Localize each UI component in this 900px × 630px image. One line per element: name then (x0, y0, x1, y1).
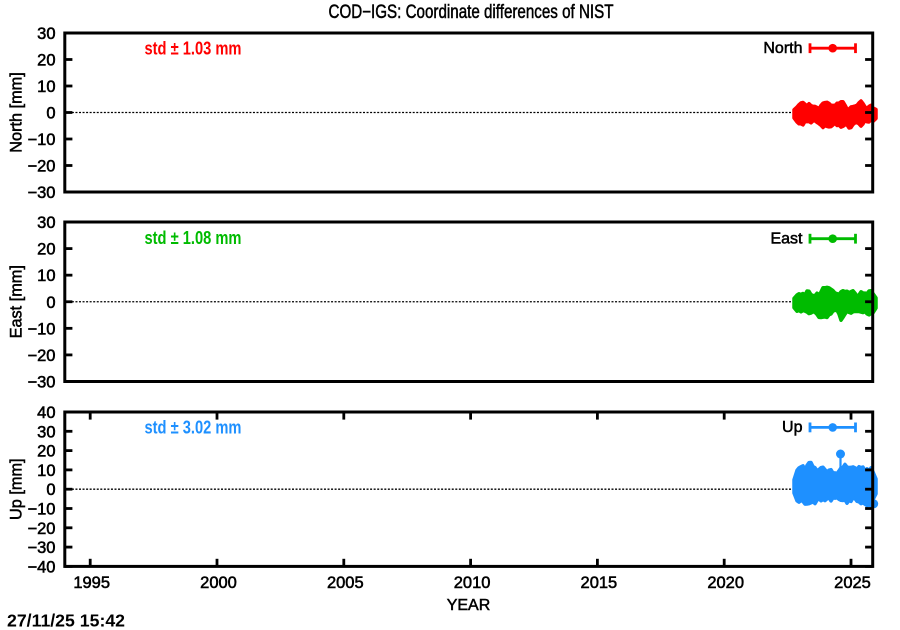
svg-text:COD−IGS: Coordinate difference: COD−IGS: Coordinate differences of NIST (329, 2, 614, 23)
svg-text:Up [mm]: Up [mm] (8, 458, 26, 520)
svg-text:−30: −30 (28, 539, 56, 557)
svg-text:East: East (770, 231, 803, 248)
svg-text:20: 20 (37, 241, 55, 259)
svg-text:20: 20 (37, 52, 55, 70)
svg-text:30: 30 (37, 214, 55, 232)
svg-text:−10: −10 (28, 320, 56, 338)
svg-text:Up: Up (782, 419, 803, 436)
svg-text:−10: −10 (28, 501, 56, 519)
svg-text:2020: 2020 (707, 574, 744, 592)
svg-text:10: 10 (37, 78, 55, 96)
svg-text:East [mm]: East [mm] (8, 265, 26, 338)
svg-text:2015: 2015 (581, 574, 618, 592)
svg-text:−20: −20 (28, 347, 56, 365)
svg-text:1995: 1995 (73, 574, 110, 592)
svg-text:2025: 2025 (834, 574, 871, 592)
svg-text:YEAR: YEAR (447, 597, 491, 614)
svg-text:2000: 2000 (200, 574, 237, 592)
svg-text:10: 10 (37, 462, 55, 480)
svg-text:std ± 1.08 mm: std ± 1.08 mm (145, 228, 242, 248)
svg-text:−10: −10 (28, 131, 56, 149)
svg-text:−30: −30 (28, 184, 56, 202)
svg-text:−20: −20 (28, 520, 56, 538)
svg-text:North: North (763, 40, 802, 57)
svg-text:30: 30 (37, 423, 55, 441)
svg-text:2010: 2010 (454, 574, 491, 592)
svg-text:2005: 2005 (327, 574, 364, 592)
svg-text:−30: −30 (28, 374, 56, 392)
svg-text:27/11/25 15:42: 27/11/25 15:42 (7, 611, 125, 630)
svg-text:0: 0 (46, 105, 55, 123)
svg-text:0: 0 (46, 481, 55, 499)
svg-text:North [mm]: North [mm] (8, 72, 26, 153)
svg-text:−20: −20 (28, 158, 56, 176)
svg-text:10: 10 (37, 267, 55, 285)
svg-text:std ± 3.02 mm: std ± 3.02 mm (145, 418, 242, 438)
svg-text:40: 40 (37, 404, 55, 422)
svg-text:0: 0 (46, 294, 55, 312)
svg-text:−40: −40 (28, 558, 56, 576)
svg-text:20: 20 (37, 443, 55, 461)
svg-text:30: 30 (37, 25, 55, 43)
svg-text:std ± 1.03 mm: std ± 1.03 mm (145, 38, 242, 58)
